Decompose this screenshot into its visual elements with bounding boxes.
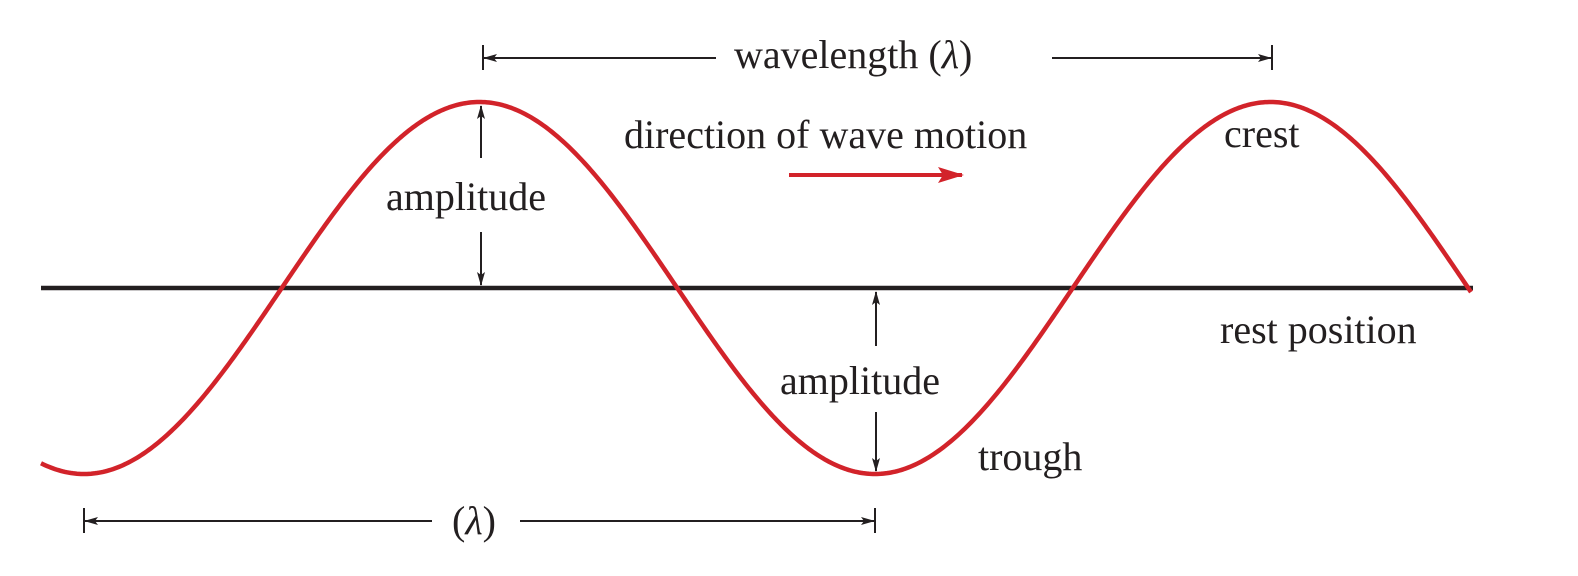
amplitude-lower-label: amplitude	[780, 358, 940, 403]
rest-position-label: rest position	[1220, 307, 1417, 352]
wavelength-dimension	[482, 45, 1273, 70]
trough-label: trough	[978, 434, 1082, 479]
amplitude-upper-label: amplitude	[386, 174, 546, 219]
wavelength-label: wavelength (λ)	[734, 32, 972, 77]
direction-label: direction of wave motion	[624, 112, 1027, 157]
lambda-dimension	[83, 508, 876, 533]
crest-label: crest	[1224, 111, 1300, 156]
wave-curve	[40, 99, 1473, 477]
lambda-label: (λ)	[452, 498, 496, 543]
